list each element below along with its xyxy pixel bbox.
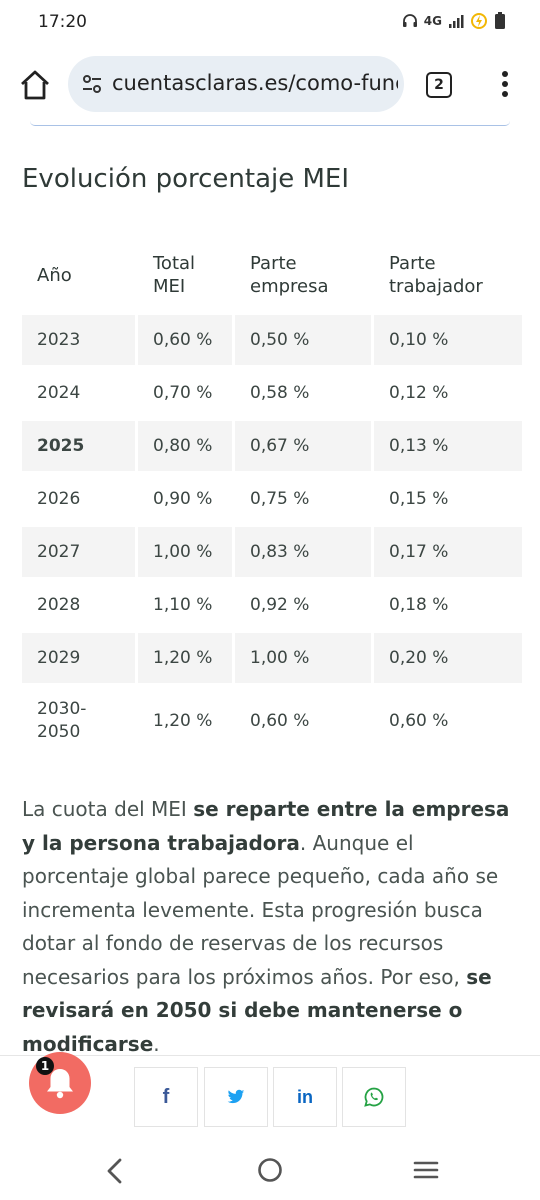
signal-icon (449, 15, 464, 28)
cell-year: 2024 (37, 382, 81, 403)
cell-year: 2030-2050 (37, 699, 87, 742)
status-bar: 17:20 4G (0, 0, 540, 44)
table-row: 2030-2050 1,20 % 0,60 % 0,60 % (22, 686, 522, 756)
whatsapp-icon (364, 1087, 384, 1107)
cell-empresa: 0,67 % (235, 421, 371, 471)
facebook-share-button[interactable]: f (134, 1067, 198, 1127)
cell-empresa: 0,75 % (250, 488, 310, 509)
cell-total: 1,20 % (138, 633, 232, 683)
cell-total: 1,20 % (153, 710, 213, 731)
cell-trabajador: 0,60 % (389, 710, 449, 731)
cell-total: 0,60 % (138, 315, 232, 365)
cell-trabajador: 0,15 % (389, 488, 449, 509)
cell-trabajador: 0,20 % (374, 633, 522, 683)
share-bar: f in (0, 1055, 540, 1140)
cell-year: 2027 (22, 527, 135, 577)
cell-empresa: 0,50 % (235, 315, 371, 365)
cell-year: 2029 (22, 633, 135, 683)
data-saver-icon (471, 13, 487, 29)
cell-total: 1,00 % (138, 527, 232, 577)
body-paragraph: La cuota del MEI se reparte entre la emp… (22, 793, 522, 1061)
paragraph-bold-text: se reparte entre la empresa y la persona… (22, 797, 510, 855)
status-time: 17:20 (38, 12, 87, 32)
cell-total: 0,90 % (153, 488, 213, 509)
linkedin-share-button[interactable]: in (273, 1067, 337, 1127)
cell-empresa: 0,92 % (250, 594, 310, 615)
facebook-icon: f (162, 1085, 170, 1108)
cell-empresa: 0,60 % (250, 710, 310, 731)
cell-total: 0,70 % (153, 382, 213, 403)
header-total-mei: Total MEI (153, 253, 196, 297)
cell-empresa: 1,00 % (235, 633, 371, 683)
paragraph-text: . Aunque el porcentaje global parece peq… (22, 830, 499, 989)
table-row: 2025 0,80 % 0,67 % 0,13 % (22, 421, 522, 471)
home-nav-icon[interactable] (257, 1157, 283, 1183)
table-row: 2024 0,70 % 0,58 % 0,12 % (22, 368, 522, 418)
paragraph-text: . (153, 1031, 160, 1056)
address-bar[interactable]: cuentasclaras.es/como-func (68, 56, 404, 112)
battery-icon (495, 12, 505, 29)
table-row: 2026 0,90 % 0,75 % 0,15 % (22, 474, 522, 524)
network-type: 4G (423, 14, 442, 28)
header-ano: Año (37, 264, 72, 286)
header-parte-trabajador: Parte trabajador (389, 253, 483, 297)
cell-year: 2025 (22, 421, 135, 471)
cell-trabajador: 0,18 % (389, 594, 449, 615)
paragraph-text: La cuota del MEI (22, 797, 194, 821)
cell-trabajador: 0,13 % (374, 421, 522, 471)
header-parte-empresa: Parte empresa (250, 253, 329, 297)
cell-trabajador: 0,10 % (374, 315, 522, 365)
cell-empresa: 0,58 % (250, 382, 310, 403)
linkedin-icon: in (297, 1086, 313, 1107)
table-row: 2023 0,60 % 0,50 % 0,10 % (22, 315, 522, 365)
back-icon[interactable] (104, 1158, 124, 1184)
table-header-row: Año Total MEI Parte empresa Parte trabaj… (22, 238, 522, 312)
table-row: 2027 1,00 % 0,83 % 0,17 % (22, 527, 522, 577)
status-icons: 4G (402, 12, 506, 30)
site-settings-icon[interactable] (82, 75, 102, 93)
url-text[interactable]: cuentasclaras.es/como-func (112, 71, 398, 95)
whatsapp-share-button[interactable] (342, 1067, 406, 1127)
cell-year: 2026 (37, 488, 81, 509)
cell-total: 1,10 % (153, 594, 213, 615)
table-row: 2028 1,10 % 0,92 % 0,18 % (22, 580, 522, 630)
twitter-share-button[interactable] (204, 1067, 268, 1127)
paragraph-bold-text: se revisará en 2050 si debe mantenerse o… (22, 964, 492, 1056)
cell-year: 2023 (22, 315, 135, 365)
home-icon[interactable] (18, 68, 52, 102)
cell-year: 2028 (37, 594, 81, 615)
browser-toolbar: cuentasclaras.es/como-func 2 (0, 56, 540, 116)
overflow-menu-icon[interactable] (500, 70, 510, 98)
twitter-icon (227, 1089, 245, 1104)
bell-icon (47, 1069, 73, 1099)
notification-badge: 1 (36, 1057, 54, 1075)
tab-switcher-button[interactable]: 2 (426, 72, 452, 98)
cell-trabajador: 0,12 % (389, 382, 449, 403)
headphones-icon (402, 14, 417, 27)
cell-total: 0,80 % (138, 421, 232, 471)
section-heading: Evolución porcentaje MEI (22, 164, 350, 194)
cell-trabajador: 0,17 % (374, 527, 522, 577)
page-top-divider (30, 121, 510, 126)
mei-table: Año Total MEI Parte empresa Parte trabaj… (19, 235, 525, 759)
table-row: 2029 1,20 % 1,00 % 0,20 % (22, 633, 522, 683)
cell-empresa: 0,83 % (235, 527, 371, 577)
system-navigation-bar (0, 1140, 540, 1200)
recent-apps-icon[interactable] (413, 1160, 439, 1180)
